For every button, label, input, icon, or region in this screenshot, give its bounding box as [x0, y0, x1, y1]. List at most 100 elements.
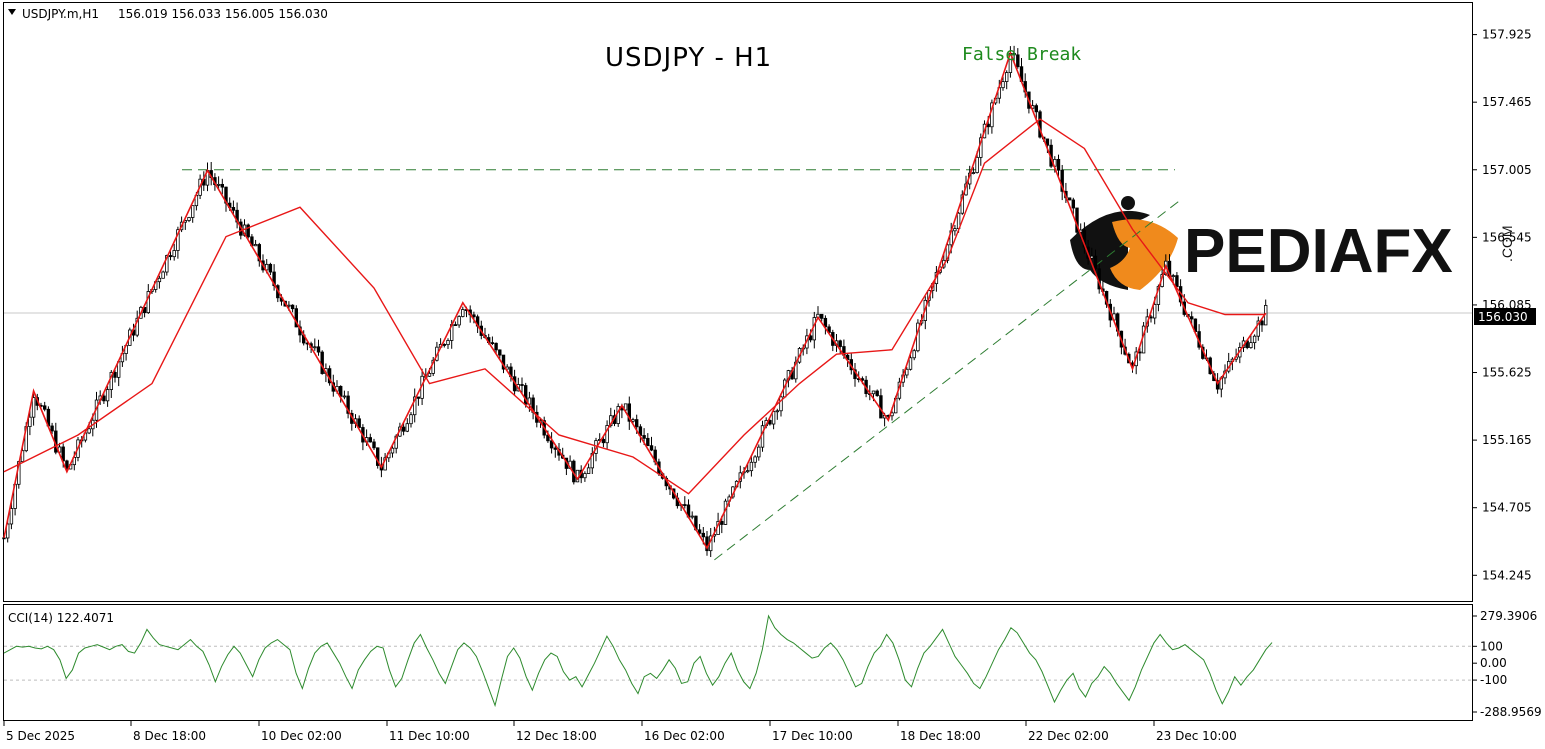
price-tick-label: 157.465: [1482, 95, 1532, 109]
cci-line: [3, 614, 1273, 708]
chart-title: USDJPY - H1: [605, 43, 772, 73]
time-tick-label: 22 Dec 02:00: [1028, 729, 1109, 743]
candle-body: [627, 403, 631, 422]
candle-body: [642, 435, 646, 439]
candle-body: [320, 351, 324, 374]
candle-body: [457, 316, 461, 326]
cci-tick-label: 100: [1480, 639, 1503, 653]
candle-body: [1252, 335, 1257, 344]
price-tick-label: 154.705: [1482, 501, 1532, 515]
candle-body: [1045, 138, 1050, 146]
candle-body: [757, 446, 761, 458]
candle-body: [586, 467, 591, 474]
candle-body: [357, 418, 361, 428]
false-break-annotation: False Break: [962, 44, 1081, 65]
candle-body: [9, 508, 14, 525]
candle-body: [157, 277, 162, 283]
candle-body: [546, 434, 550, 442]
candle-body: [50, 425, 54, 432]
candle-body: [605, 425, 609, 444]
candle-body: [409, 414, 413, 425]
candle-body: [1067, 197, 1072, 201]
candle-body: [375, 447, 380, 466]
candle-body: [520, 384, 524, 386]
candle-body: [649, 445, 654, 451]
candle-body: [838, 340, 842, 347]
watermark-logo: PEDIAFX .COM: [1070, 196, 1515, 290]
moving-average: [3, 118, 1266, 495]
candle-body: [257, 244, 261, 262]
candle-body: [646, 437, 650, 447]
candle-body: [1153, 304, 1157, 319]
candle-body: [187, 217, 191, 221]
candle-body: [494, 342, 498, 351]
ascending-trendline: [714, 199, 1181, 561]
candle-body: [264, 263, 269, 271]
candle-body: [461, 309, 465, 317]
candle-body: [553, 447, 557, 450]
candle-body: [971, 172, 976, 174]
candle-body: [401, 426, 406, 432]
price-tick-label: 156.545: [1482, 230, 1532, 244]
candle-body: [405, 423, 409, 432]
candle-body: [168, 255, 173, 258]
candle-body: [953, 228, 957, 232]
candle-body: [190, 205, 195, 218]
candle-body: [1175, 275, 1179, 287]
candle-body: [346, 395, 350, 414]
candle-body: [427, 373, 432, 377]
candle-body: [1249, 342, 1253, 349]
candle-body: [1056, 158, 1061, 171]
candle-body: [775, 410, 779, 413]
candle-body: [1001, 81, 1005, 89]
price-pane: [3, 2, 1473, 602]
candle-body: [161, 271, 165, 279]
candle-body: [294, 308, 298, 328]
indicator-axis: 279.3906 100 0.00 -100 -288.9569: [4, 609, 1542, 719]
candle-body: [1016, 54, 1020, 68]
candle-body: [1167, 260, 1172, 277]
candle-body: [1071, 199, 1075, 209]
candle-body: [1138, 351, 1142, 354]
price-tick-label: 155.165: [1482, 433, 1532, 447]
candle-body: [446, 340, 450, 346]
candle-body: [390, 447, 395, 454]
candle-body: [753, 456, 757, 463]
candle-body: [316, 346, 321, 353]
time-tick-label: 8 Dec 18:00: [133, 729, 206, 743]
candle-body: [1260, 320, 1264, 326]
candle-body: [368, 437, 372, 443]
indicator-pane: [3, 604, 1473, 721]
candle-body: [472, 314, 476, 318]
candle-body: [720, 521, 724, 525]
candle-body: [905, 368, 909, 376]
time-axis: 5 Dec 2025 8 Dec 18:00 10 Dec 02:00 11 Dec …: [3, 720, 1237, 743]
candle-body: [268, 263, 273, 273]
candle-body: [165, 255, 169, 273]
candle-body: [342, 395, 347, 398]
price-tick-label: 155.625: [1482, 366, 1532, 380]
dropdown-triangle-icon[interactable]: [8, 9, 16, 15]
moving-average-line: [3, 118, 1266, 495]
candle-body: [746, 470, 750, 473]
zigzag-line: [3, 50, 1267, 550]
candle-body: [583, 473, 587, 479]
candle-body: [113, 372, 117, 378]
trendline: [714, 199, 1181, 561]
candle-body: [808, 335, 813, 341]
candle-body: [253, 244, 258, 247]
candle-body: [87, 428, 91, 434]
zigzag: [3, 50, 1267, 550]
time-tick-label: 16 Dec 02:00: [644, 729, 725, 743]
ohlc-values: 156.019 156.033 156.005 156.030: [118, 7, 328, 21]
candle-body: [1090, 255, 1094, 259]
candle-body: [1171, 275, 1175, 278]
candle-body: [290, 304, 295, 310]
candle-body: [1012, 52, 1016, 56]
candle-body: [623, 403, 628, 411]
price-tick-label: 157.925: [1482, 28, 1532, 42]
candle-body: [287, 304, 291, 307]
candle-body: [1082, 229, 1087, 248]
watermark-suffix: .COM: [1499, 225, 1515, 262]
candle-body: [65, 460, 69, 470]
